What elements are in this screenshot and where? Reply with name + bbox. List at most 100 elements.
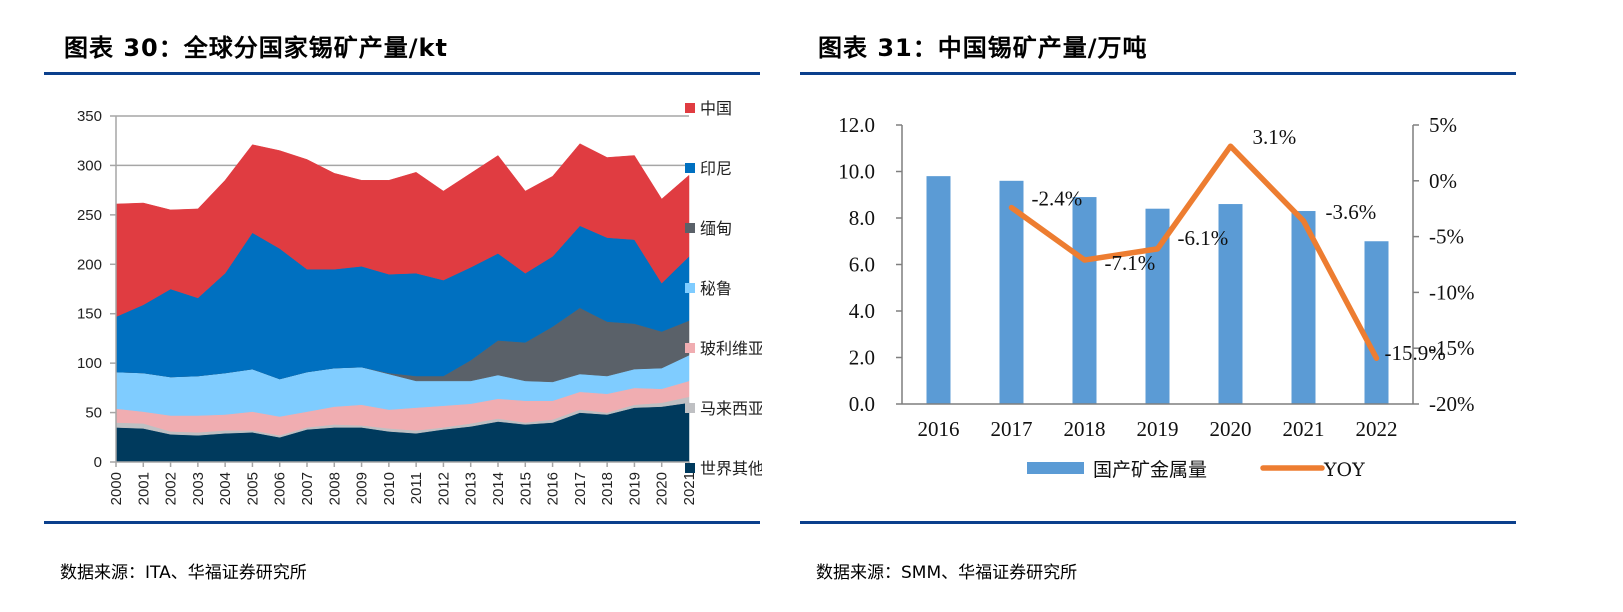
left-y-tick-label: 0.0 [849,392,875,416]
legend-label-bars: 国产矿金属量 [1093,459,1207,481]
legend-swatch [685,463,695,473]
x-tick-label: 2001 [135,472,152,505]
legend-item: 马来西亚 [685,399,764,418]
yoy-data-label: -15.9% [1385,341,1446,365]
legend-item: 印尼 [685,159,732,178]
left-footer-divider [44,521,760,524]
x-tick-label: 2017 [991,417,1033,441]
y-tick-label: 50 [85,405,102,422]
right-data-source: 数据来源：SMM、华福证券研究所 [816,563,1078,583]
yoy-data-label: 3.1% [1253,125,1297,149]
legend-label: 世界其他 [700,459,764,478]
x-tick-label: 2010 [381,472,398,505]
legend-label: 秘鲁 [700,279,732,298]
right-y-tick-label: -20% [1429,392,1475,416]
legend-swatch [685,163,695,173]
left-title-divider [44,72,760,75]
x-tick-label: 2002 [163,472,180,505]
y-tick-label: 300 [77,157,102,174]
y-tick-label: 0 [94,454,102,471]
x-tick-label: 2012 [435,472,452,505]
x-tick-label: 2019 [626,472,643,505]
x-tick-label: 2018 [1064,417,1106,441]
legend-label: 缅甸 [700,219,732,238]
x-tick-label: 2016 [545,472,562,505]
yoy-data-label: -7.1% [1105,251,1156,275]
x-tick-label: 2022 [1356,417,1398,441]
legend-item: 玻利维亚 [685,339,764,358]
legend-item: 秘鲁 [685,279,732,298]
legend-swatch [685,103,695,113]
stacked-area-chart: 0 50 100 150 200 250 300 350 2000 2001 2002 2003 200… [77,99,764,505]
left-y-tick-label: 10.0 [838,160,875,184]
x-tick-label: 2015 [517,472,534,505]
right-title-divider [800,72,1516,75]
legend-item-bars: 国产矿金属量 [1027,459,1207,481]
x-tick-label: 2018 [599,472,616,505]
bar-2022 [1364,241,1389,404]
left-y-tick-label: 12.0 [838,113,875,137]
right-figure-title: 图表 31：中国锡矿产量/万吨 [818,34,1148,62]
legend-swatch-bars [1027,462,1084,474]
y-tick-label: 200 [77,256,102,273]
right-footer-divider [800,521,1516,524]
x-tick-label: 2020 [654,472,671,505]
x-tick-label: 2020 [1210,417,1252,441]
x-tick-label: 2004 [217,472,234,505]
left-data-source: 数据来源：ITA、华福证券研究所 [60,563,307,583]
x-tick-label: 2014 [490,472,507,505]
left-y-tick-label: 6.0 [849,253,875,277]
y-tick-label: 350 [77,108,102,125]
legend-label: 中国 [700,99,732,118]
right-y-tick-label: 0% [1429,169,1457,193]
x-tick-label: 2007 [299,472,316,505]
legend-item: 缅甸 [685,219,732,238]
y-tick-label: 150 [77,306,102,323]
x-tick-label: 2017 [572,472,589,505]
left-y-tick-label: 4.0 [849,299,875,323]
bar-2018 [1072,197,1097,404]
left-y-tick-label: 2.0 [849,346,875,370]
right-y-tick-label: -5% [1429,225,1464,249]
bar-2016 [926,176,951,404]
bar-2017 [999,180,1024,404]
y-tick-label: 250 [77,207,102,224]
x-tick-label: 2009 [354,472,371,505]
legend-label: 玻利维亚 [700,339,764,358]
x-tick-label: 2005 [244,472,261,505]
legend-swatch [685,343,695,353]
legend-swatch [685,283,695,293]
legend-swatch [685,223,695,233]
legend-label: 印尼 [700,159,732,178]
x-tick-label: 2011 [408,472,425,504]
right-y-tick-label: -10% [1429,280,1475,304]
yoy-line [1008,143,1380,361]
area-series-中国 [115,143,690,318]
x-tick-label: 2021 [1283,417,1325,441]
legend-label: 马来西亚 [700,399,764,418]
y-tick-label: 100 [77,355,102,372]
legend-item: 中国 [685,99,732,118]
x-tick-label: 2016 [918,417,960,441]
legend-swatch [685,403,695,413]
bar-2021 [1291,211,1316,404]
right-y-tick-label: -15% [1429,336,1475,360]
legend-item: 世界其他 [685,459,764,478]
bar-line-chart: 0.0 2.0 4.0 6.0 8.0 10.0 12.0 -20% -15% -10% -5% 0%… [838,113,1475,481]
legend-item-line: YOY [1260,459,1365,481]
legend: 国产矿金属量 YOY [1027,459,1365,481]
legend-label-line: YOY [1323,459,1365,481]
bar-2020 [1218,204,1243,404]
yoy-data-label: -2.4% [1032,187,1083,211]
left-y-tick-label: 8.0 [849,206,875,230]
x-tick-label: 2019 [1137,417,1179,441]
yoy-data-label: -3.6% [1326,200,1377,224]
x-tick-label: 2008 [326,472,343,505]
x-tick-label: 2021 [681,472,698,505]
x-tick-label: 2013 [463,472,480,505]
x-tick-label: 2006 [272,472,289,505]
x-tick-label: 2003 [190,472,207,505]
left-figure-title: 图表 30：全球分国家锡矿产量/kt [64,34,448,62]
right-y-tick-label: 5% [1429,113,1457,137]
